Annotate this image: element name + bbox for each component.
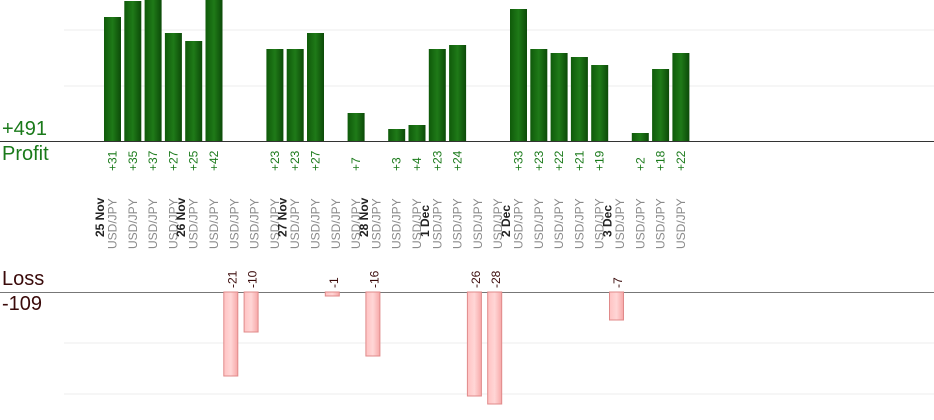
loss-value-label: -26 [469,270,483,288]
pair-label: USD/JPY [654,198,668,249]
pair-label: USD/JPY [227,198,241,249]
pair-label: USD/JPY [369,198,383,249]
profit-value-label: +35 [126,150,140,171]
profit-total: +491 [2,118,48,140]
profit-value-label: +3 [390,157,404,171]
profit-value-label: +23 [430,150,444,171]
profit-bar [652,69,670,141]
profit-bar [672,53,690,141]
profit-bar [266,49,284,141]
loss-bar [466,291,482,397]
profit-bar [530,49,548,141]
profit-bar [205,0,223,141]
profit-value-label: +37 [146,150,160,171]
profit-value-label: +21 [572,150,586,171]
loss-bar [324,291,340,297]
pair-label: USD/JPY [633,198,647,249]
pair-label: USD/JPY [268,198,282,249]
profit-value-label: +27 [309,150,323,171]
loss-bar [243,291,259,333]
profit-value-label: +42 [207,150,221,171]
profit-bar [144,0,162,141]
pair-label: USD/JPY [207,198,221,249]
profit-bar [347,113,365,141]
loss-bar [487,291,503,405]
profit-value-label: +27 [166,150,180,171]
pair-label: USD/JPY [106,198,120,249]
profit-bar [164,33,182,141]
profit-bar [388,129,406,141]
profit-bar [185,41,203,141]
date-label: 1 Dec [418,205,432,237]
profit-bar [307,33,324,141]
loss-label: Loss [2,268,45,290]
profit-value-label: +25 [187,150,201,171]
profit-bar [104,17,121,141]
date-label: 2 Dec [499,205,513,237]
pair-label: USD/JPY [552,198,566,249]
profit-bar [570,57,588,141]
profit-value-label: +18 [654,150,668,171]
pair-label: USD/JPY [410,198,424,249]
loss-bar [223,291,239,377]
loss-value-label: -10 [246,270,260,288]
pair-label: USD/JPY [126,198,140,249]
profit-bar [591,65,609,141]
pair-label: USD/JPY [187,198,201,249]
profit-value-label: +2 [633,157,647,171]
profit-value-label: +23 [288,150,302,171]
profit-bar [631,133,649,141]
profit-value-label: +24 [451,150,465,171]
pair-label: USD/JPY [471,198,485,249]
pair-label: USD/JPY [329,198,343,249]
profit-value-label: +31 [106,150,120,171]
date-label: 3 Dec [601,205,615,237]
pair-label: USD/JPY [512,198,526,249]
profit-value-label: +23 [268,150,282,171]
profit-bar [286,49,304,141]
loss-value-label: -1 [327,277,341,288]
profit-value-label: +22 [552,150,566,171]
pair-label: USD/JPY [309,198,323,249]
pair-label: USD/JPY [613,198,627,249]
pair-label: USD/JPY [288,198,302,249]
date-label: 27 Nov [276,197,290,237]
loss-value-label: -7 [611,277,625,288]
loss-total: -109 [2,293,43,315]
profit-value-label: +23 [532,150,546,171]
loss-value-label: -16 [367,270,381,288]
pair-label: USD/JPY [146,198,160,249]
loss-bar [365,291,381,357]
profit-bar [550,53,568,141]
pair-label: USD/JPY [572,198,586,249]
pair-label: USD/JPY [491,198,505,249]
profit-value-label: +4 [410,157,424,171]
loss-value-label: -21 [225,270,239,288]
profit-value-label: +22 [674,150,688,171]
profit-bar [124,1,142,141]
date-label: 25 Nov [93,197,107,237]
pair-label: USD/JPY [349,198,363,249]
profit-value-label: +19 [593,150,607,171]
pair-label: USD/JPY [430,198,444,249]
profit-bar [408,125,426,141]
pair-label: USD/JPY [532,198,546,249]
pair-label: USD/JPY [451,198,465,249]
pair-label: USD/JPY [593,198,607,249]
pair-label: USD/JPY [166,198,180,249]
profit-bar [428,49,446,141]
profit-value-label: +33 [512,150,526,171]
pair-label: USD/JPY [674,198,688,249]
pair-label: USD/JPY [248,198,262,249]
profit-bar [449,45,467,141]
profit-value-label: +7 [349,157,363,171]
loss-value-label: -28 [489,270,503,288]
profit-bar [510,9,527,141]
loss-bar [609,291,624,321]
date-label: 26 Nov [174,197,188,237]
date-label: 28 Nov [357,197,371,237]
profit-label: Profit [2,143,49,165]
pair-label: USD/JPY [390,198,404,249]
